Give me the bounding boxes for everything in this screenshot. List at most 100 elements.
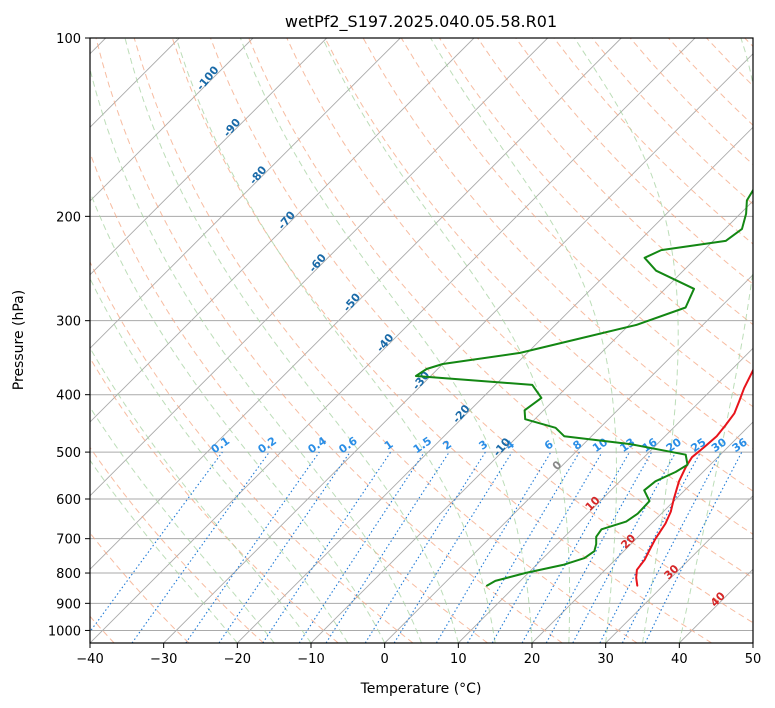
y-tick-label: 100 [56,32,81,47]
isotherm-line [90,38,549,497]
moist-adiabat-line [430,38,617,643]
moist-adiabat-line [239,38,533,643]
isohume-line [325,451,450,643]
dry-adiabat-line [286,38,753,535]
isohume-label: 0.6 [336,434,360,456]
isotherm-line [678,568,753,643]
y-tick-label: 200 [56,210,81,225]
isohume-line [572,451,677,643]
temperature-line [635,368,753,587]
dry-adiabat-line [95,38,563,643]
isotherm-line [90,38,328,276]
isotherm-line [384,274,753,643]
isotherm-line [90,38,401,349]
moist-adiabat-line [90,346,312,643]
isohume-line [90,451,223,633]
isohume-label: 1.5 [411,434,434,456]
moist-adiabat-label: -100 [194,63,222,93]
moist-adiabat-line [90,66,422,643]
isotherm-line [90,38,475,423]
dry-adiabat-label: 20 [618,531,638,551]
x-tick-label: 30 [597,652,614,667]
y-axis-ticks: 100 200 300 400 500 600 700 800 900 1000 [48,32,90,639]
isohume-line [467,451,580,643]
moist-adiabat-line [90,277,349,643]
dry-adiabat-line [90,151,488,643]
isotherm-line [605,495,753,643]
isohume-line [521,451,630,643]
x-tick-label: −40 [76,652,103,667]
moist-adiabat-label: -60 [306,251,329,275]
isohume-label: 0.4 [306,434,330,456]
isohume-line [298,451,425,643]
x-axis-ticks: −40 −30 −20 −10 0 10 20 30 40 50 [76,643,761,667]
moist-adiabat-line [90,406,275,643]
y-tick-label: 900 [56,597,81,612]
isohume-line [435,451,552,643]
moist-adiabat-line [90,459,238,643]
isohume-line [131,451,270,643]
isohume-line [364,451,486,643]
plot-frame [89,37,754,644]
dry-adiabat-line [90,357,339,643]
dry-adiabat-line [591,38,753,205]
moist-adiabat-label: -20 [450,402,473,426]
isotherm-line [90,38,254,202]
y-tick-label: 800 [56,567,81,582]
moist-adiabat-line [90,190,386,643]
y-tick-label: 300 [56,315,81,330]
x-tick-label: −10 [297,652,324,667]
dry-adiabat-line [133,38,638,643]
isotherm-line [163,53,753,643]
dry-adiabat-line [706,38,753,87]
moist-adiabat-line [678,38,753,643]
moist-adiabat-line [124,38,459,643]
x-tick-label: −20 [224,652,251,667]
dry-adiabat-line [90,446,264,643]
isohume-line [545,451,653,643]
y-tick-label: 600 [56,493,81,508]
x-tick-label: 40 [671,652,688,667]
x-tick-label: −30 [150,652,177,667]
dry-adiabat-line [171,38,712,643]
y-tick-label: 500 [56,446,81,461]
isotherm-line [457,347,753,643]
isotherm-line [236,126,753,643]
isotherm-line [531,421,753,643]
dewpoint-line [414,188,753,587]
isohume-line [393,451,513,643]
dry-adiabat-line [668,38,753,126]
isohume-line [644,451,743,643]
y-tick-label: 1000 [48,624,81,639]
y-tick-label: 400 [56,389,81,404]
moist-adiabat-label: -70 [275,208,298,232]
y-tick-label: 700 [56,533,81,548]
moist-adiabat-line [322,38,571,643]
isohume-label: 0.1 [209,434,232,456]
dry-adiabat-line [553,38,753,245]
dry-adiabat-line [248,38,753,579]
moist-adiabat-line [175,38,496,643]
x-tick-label: 50 [745,652,762,667]
moist-adiabat-line [574,38,679,643]
dry-adiabat-label: 10 [583,493,603,513]
x-tick-label: 20 [524,652,541,667]
dry-adiabat-line [90,260,414,643]
isohume-line [185,451,320,643]
isotherm-line [752,642,753,643]
x-axis-label: Temperature (°C) [360,681,482,697]
x-tick-label: 0 [381,652,389,667]
plot-area: 0.1 0.2 0.4 0.6 1 1.5 2 3 4 6 8 10 13 16 20 25 30 36-100-… [90,38,753,643]
isotherm-line [90,38,622,570]
x-tick-label: 10 [450,652,467,667]
dry-adiabat-line [515,38,753,285]
chart-title: wetPf2_S197.2025.040.05.58.R01 [285,12,557,32]
dry-adiabat-line [324,38,753,492]
moist-adiabat-label: -40 [374,331,397,355]
dry-adiabat-line [744,38,753,48]
y-axis-label: Pressure (hPa) [11,290,27,390]
isohume-line [262,451,392,643]
moist-adiabat-label: -80 [247,163,270,187]
isohume-label: 2 [440,438,454,453]
